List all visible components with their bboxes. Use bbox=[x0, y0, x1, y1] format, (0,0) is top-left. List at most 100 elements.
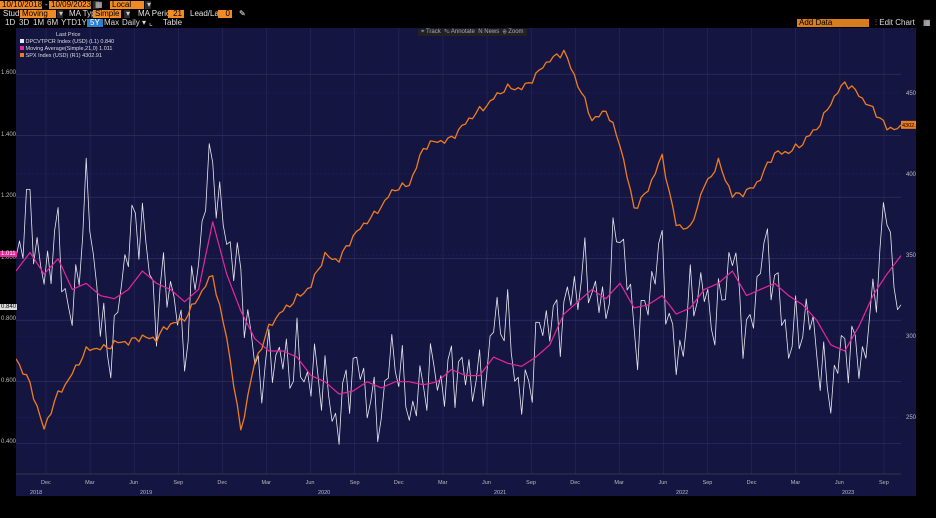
chart-options-icon[interactable]: ▦ bbox=[923, 18, 931, 27]
left-tag-ma: 1.011 bbox=[0, 251, 17, 258]
annotate-tool[interactable]: ✎ Annotate bbox=[444, 29, 475, 35]
month-label: Mar bbox=[614, 480, 624, 486]
year-label: 2020 bbox=[318, 490, 330, 496]
dpcvtpcr-line bbox=[16, 143, 902, 445]
range-3d[interactable]: 3D bbox=[19, 18, 30, 27]
legend: Last Price DPCVTPCR Index (USD) (L1) 0.8… bbox=[20, 32, 114, 60]
study-select[interactable]: Moving Aver bbox=[20, 10, 56, 26]
month-label: Dec bbox=[41, 480, 51, 486]
right-last-tag: 4302.9 bbox=[902, 123, 916, 129]
year-label: 2021 bbox=[494, 490, 506, 496]
top-toolbar: 10/10/2018 - 10/09/2023 ▦ Local CCY ▾ bbox=[0, 0, 936, 17]
range-1m[interactable]: 1M bbox=[33, 18, 45, 27]
month-label: Sep bbox=[703, 480, 713, 486]
annotate-tool-label: Annotate bbox=[450, 29, 475, 35]
month-label: Dec bbox=[217, 480, 227, 486]
study-label: Study bbox=[3, 9, 24, 18]
ma-period-label: MA Period bbox=[138, 9, 175, 18]
zoom-tool-label: Zoom bbox=[508, 29, 524, 35]
study-dropdown-icon[interactable]: ▾ bbox=[57, 9, 64, 18]
month-label: Jun bbox=[482, 480, 491, 486]
ma-type-dropdown-icon[interactable]: ▾ bbox=[124, 9, 131, 18]
left-axis-tick-1.600: 1.600 bbox=[1, 70, 17, 77]
month-label: Sep bbox=[879, 480, 889, 486]
left-axis-tick-0.800: 0.800 bbox=[1, 316, 17, 323]
ma-type-label: MA Type bbox=[69, 9, 100, 18]
month-label: Jun bbox=[306, 480, 315, 486]
range-5y[interactable]: 5Y bbox=[87, 19, 103, 27]
left-axis-tick-0.600: 0.600 bbox=[1, 377, 17, 384]
ma-type-select[interactable]: Simple bbox=[93, 9, 121, 18]
legend-name-dpcvtpcr: DPCVTPCR Index (USD) (L1) bbox=[25, 39, 99, 45]
legend-last-spx: 4302.91 bbox=[82, 53, 102, 59]
left-axis-tick-1.400: 1.400 bbox=[1, 131, 17, 138]
leadlag-input[interactable]: 0 bbox=[218, 10, 232, 18]
news-tool[interactable]: N News bbox=[478, 29, 500, 35]
currency-dropdown-icon[interactable]: ▾ bbox=[145, 0, 152, 9]
month-label: Mar bbox=[262, 480, 272, 486]
range-max[interactable]: Max bbox=[104, 18, 120, 27]
legend-item-spx: SPX Index (USD) (R1) 4302.91 bbox=[20, 53, 114, 60]
track-tool-label: Track bbox=[425, 29, 441, 35]
month-label: Sep bbox=[350, 480, 360, 486]
end-date-field[interactable]: 10/09/2023 bbox=[49, 0, 92, 9]
edit-chart-label: Edit Chart bbox=[879, 18, 915, 27]
ma-period-input[interactable]: 21 bbox=[168, 10, 184, 18]
left-axis-tick-1.200: 1.200 bbox=[1, 193, 17, 200]
spx-line bbox=[16, 49, 902, 431]
left-axis-tick-0.400: 0.400 bbox=[1, 439, 17, 446]
range-ytd[interactable]: YTD bbox=[61, 18, 77, 27]
calendar-icon[interactable]: ▦ bbox=[93, 0, 103, 9]
month-label: Mar bbox=[85, 480, 95, 486]
add-data-input[interactable]: Add Data bbox=[797, 19, 869, 27]
start-date-field[interactable]: 10/10/2018 bbox=[0, 0, 43, 9]
right-axis-tick-3000: 3000 bbox=[906, 334, 916, 340]
range-toolbar: 1D 3D 1M 6M YTD 1Y 5Y Max Daily ▾ ⌞ Tabl… bbox=[0, 18, 936, 28]
zoom-tool[interactable]: ⊕ Zoom bbox=[502, 29, 524, 35]
month-label: Sep bbox=[173, 480, 183, 486]
legend-item-ma: Moving Average(Simple,21,0) 1.011 bbox=[20, 46, 114, 53]
plot-tools: ⌖ Track ✎ Annotate N News ⊕ Zoom bbox=[418, 29, 527, 36]
right-axis-tick-2500: 2500 bbox=[906, 415, 916, 421]
legend-last-dpcvtpcr: 0.840 bbox=[100, 39, 115, 45]
currency-field[interactable]: Local CCY bbox=[110, 1, 144, 17]
month-label: Jun bbox=[658, 480, 667, 486]
right-axis-tick-3500: 3500 bbox=[906, 253, 916, 259]
month-label: Sep bbox=[526, 480, 536, 486]
month-label: Dec bbox=[394, 480, 404, 486]
month-label: Jun bbox=[129, 480, 138, 486]
study-toolbar: Study Moving Aver ▾ MA Type Simple ▾ MA … bbox=[0, 9, 936, 26]
date-separator: - bbox=[45, 0, 48, 9]
month-label: Mar bbox=[438, 480, 448, 486]
legend-name-spx: SPX Index (USD) (R1) bbox=[25, 53, 81, 59]
right-last-tag-bg bbox=[901, 120, 916, 129]
pencil-icon[interactable]: ✎ bbox=[239, 9, 246, 18]
frequency-label: Daily bbox=[122, 18, 140, 27]
range-6m[interactable]: 6M bbox=[47, 18, 59, 27]
year-label: 2022 bbox=[676, 490, 688, 496]
left-axis-tick-1.000: 1.000 bbox=[1, 254, 17, 261]
year-label: 2019 bbox=[140, 490, 152, 496]
moving-average-line bbox=[16, 221, 902, 395]
track-tool[interactable]: ⌖ Track bbox=[421, 29, 441, 35]
range-1d[interactable]: 1D bbox=[5, 18, 16, 27]
left-tag-white: 0.840 bbox=[0, 303, 18, 310]
month-label: Mar bbox=[791, 480, 801, 486]
range-1y[interactable]: 1Y bbox=[77, 18, 87, 27]
legend-title: Last Price bbox=[56, 32, 81, 38]
chart-type-icon[interactable]: ⌞ bbox=[149, 18, 153, 27]
left-axis-strip bbox=[0, 28, 16, 496]
edit-chart-button[interactable]: ⫶ Edit Chart bbox=[872, 19, 918, 27]
year-label: 2018 bbox=[30, 490, 42, 496]
year-label: 2023 bbox=[842, 490, 854, 496]
frequency-select[interactable]: Daily ▾ bbox=[122, 18, 147, 27]
month-label: Dec bbox=[747, 480, 757, 486]
news-tool-label: News bbox=[484, 29, 500, 35]
leadlag-label: Lead/Lag bbox=[190, 9, 224, 18]
table-button[interactable]: Table bbox=[163, 18, 183, 27]
legend-item-dpcvtpcr: DPCVTPCR Index (USD) (L1) 0.840 bbox=[20, 39, 114, 46]
month-label: Dec bbox=[570, 480, 580, 486]
